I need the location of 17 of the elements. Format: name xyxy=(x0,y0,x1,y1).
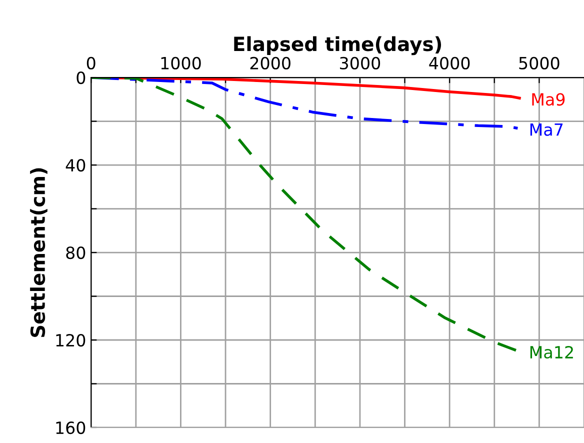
line-series xyxy=(91,78,520,352)
x-tick-label: 0 xyxy=(86,56,96,70)
x-tick-label: 3000 xyxy=(340,56,380,70)
series-label: Ma7 xyxy=(530,123,563,136)
x-axis-title: Elapsed time(days) xyxy=(234,36,442,56)
y-axis-title: Settlement(cm) xyxy=(30,168,48,338)
y-tick-label: 120 xyxy=(56,334,86,347)
y-tick-label: 40 xyxy=(66,158,86,172)
x-tick-label: 2000 xyxy=(250,56,290,70)
y-tick-label: 80 xyxy=(66,246,86,260)
series-label: Ma9 xyxy=(532,93,565,106)
x-tick-label: 5000 xyxy=(519,56,560,70)
y-tick-label: 160 xyxy=(56,421,86,434)
x-tick-label: 1000 xyxy=(161,56,201,70)
y-tick-label: 0 xyxy=(76,71,86,84)
x-tick-label: 4000 xyxy=(429,56,470,70)
series-label: Ma12 xyxy=(530,346,573,359)
